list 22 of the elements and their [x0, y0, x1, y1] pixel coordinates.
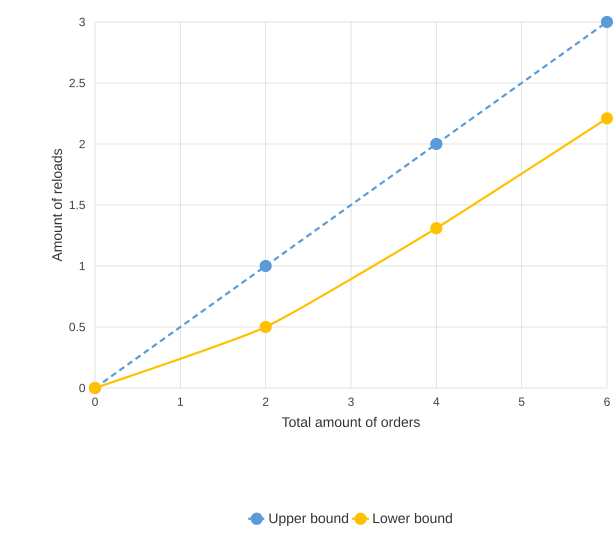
legend-label: Lower bound: [373, 512, 452, 524]
y-tick-label: 1: [80, 262, 85, 270]
point: [260, 320, 272, 334]
x-axis-title: Total amount of orders: [282, 416, 420, 428]
x-tick-label: 3: [348, 398, 354, 406]
y-tick-label: 3: [79, 18, 85, 26]
point: [430, 138, 442, 150]
x-tick-label: 5: [518, 398, 524, 406]
x-tick-label: 1: [178, 398, 184, 406]
legend-label: Upper bound: [269, 512, 348, 526]
point: [260, 260, 272, 272]
y-tick-label: 2: [79, 140, 85, 148]
x-tick-label: 4: [433, 398, 440, 406]
y-tick-label: 1.5: [70, 200, 85, 210]
y-tick-label: 0: [79, 384, 86, 392]
x-tick-label: 2: [262, 398, 268, 406]
x-tick-label: 0: [92, 398, 98, 406]
point: [430, 222, 442, 234]
x-tick-label: 6: [604, 398, 610, 406]
y-tick-label: 2.5: [69, 78, 85, 88]
y-tick-label: 0.5: [69, 322, 85, 332]
y-axis-title: Amount of reloads: [52, 148, 62, 262]
